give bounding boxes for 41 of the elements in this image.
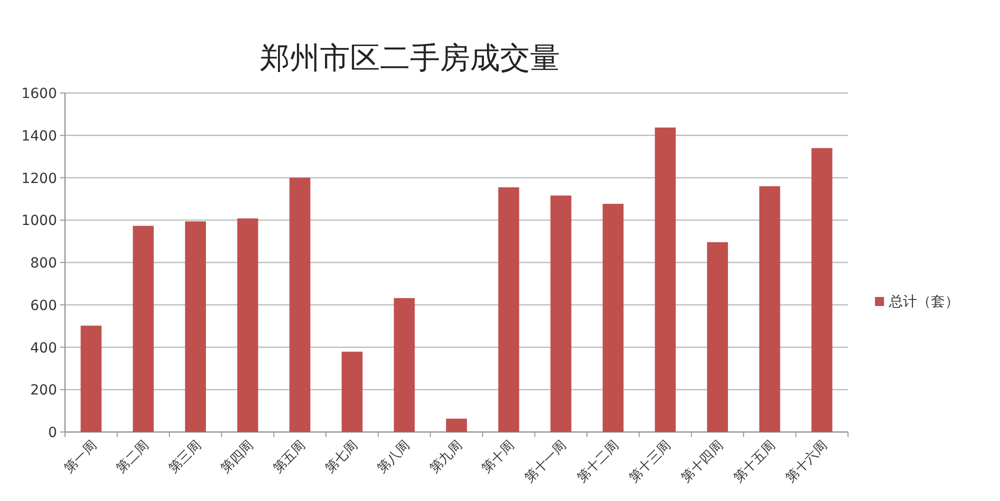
bar xyxy=(759,186,780,432)
bar xyxy=(602,204,624,432)
bar xyxy=(654,128,676,432)
bar xyxy=(394,298,415,432)
x-tick-label: 第十四周 xyxy=(678,438,726,486)
x-tick-label: 第七周 xyxy=(322,438,361,476)
x-tick-label: 第十三周 xyxy=(626,438,674,486)
bar xyxy=(498,187,520,432)
x-tick-label: 第二周 xyxy=(114,438,152,476)
bar xyxy=(289,178,310,432)
x-tick-label: 第四周 xyxy=(218,438,257,476)
y-tick-label: 0 xyxy=(48,425,57,441)
bar xyxy=(550,196,572,432)
x-tick-label: 第十周 xyxy=(479,438,518,476)
legend-label: 总计（套） xyxy=(888,294,959,310)
x-tick-label: 第八周 xyxy=(374,438,414,476)
y-tick-label: 800 xyxy=(30,256,57,272)
y-tick-label: 1600 xyxy=(21,86,57,102)
bar xyxy=(446,418,467,432)
x-tick-label: 第三周 xyxy=(166,438,204,476)
bar xyxy=(185,221,206,432)
bar xyxy=(811,148,832,432)
bar xyxy=(132,226,154,432)
bar xyxy=(342,352,363,432)
bar xyxy=(80,326,102,432)
bar xyxy=(237,218,258,432)
x-tick-label: 第五周 xyxy=(270,438,309,476)
y-tick-label: 200 xyxy=(30,382,57,399)
x-tick-label: 第一周 xyxy=(62,438,100,476)
y-tick-label: 1400 xyxy=(21,128,57,144)
y-tick-label: 1000 xyxy=(21,213,57,230)
chart-title: 郑州市区二手房成交量 xyxy=(260,41,560,76)
x-tick-label: 第十一周 xyxy=(522,438,570,486)
y-tick-label: 400 xyxy=(30,340,57,356)
y-tick-label: 1200 xyxy=(21,170,57,187)
x-tick-label: 第九周 xyxy=(427,438,466,476)
x-tick-label: 第十二周 xyxy=(574,438,622,486)
bar xyxy=(707,242,728,432)
x-tick-label: 第十五周 xyxy=(731,438,779,486)
x-tick-label: 第十六周 xyxy=(783,438,831,486)
y-tick-label: 600 xyxy=(30,298,57,314)
